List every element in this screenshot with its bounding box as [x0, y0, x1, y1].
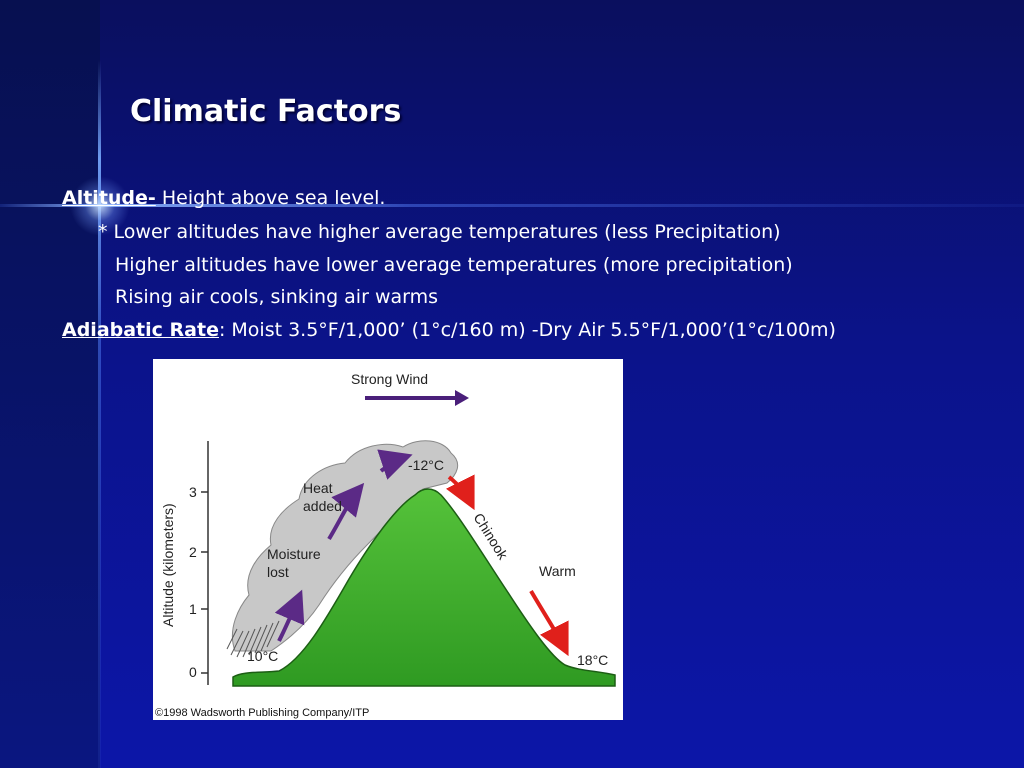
y-tick-label-3: 3 [189, 484, 197, 500]
vertical-accent-line [98, 60, 101, 768]
bullet-lower-altitudes: * Lower altitudes have higher average te… [98, 221, 781, 243]
rising-arrow-middle [327, 482, 365, 541]
y-tick-label-0: 0 [189, 664, 197, 680]
moisture-label-line1: Moisture [267, 546, 321, 562]
left-band-decoration [0, 0, 100, 768]
bullet-rising-air: Rising air cools, sinking air warms [115, 286, 439, 308]
altitude-definition: Height above sea level. [155, 187, 386, 209]
leeward-temperature: 18°C [577, 652, 608, 668]
altitude-line: Altitude- Height above sea level. [62, 187, 385, 209]
y-tick-label-2: 2 [189, 544, 197, 560]
altitude-term: Altitude- [62, 187, 156, 209]
descending-arrow-upper [445, 474, 475, 511]
slide-title: Climatic Factors [130, 94, 402, 129]
adiabatic-term: Adiabatic Rate [62, 319, 219, 341]
chinook-diagram: Strong Wind 0 1 2 3 Altitude (kilometers… [153, 359, 623, 720]
heat-label-line2: added [303, 498, 342, 514]
mountain [232, 488, 616, 687]
base-temperature: 10°C [247, 648, 278, 664]
y-axis-label: Altitude (kilometers) [160, 503, 176, 627]
rising-arrow-upper [377, 449, 413, 480]
moisture-label-line2: lost [267, 564, 289, 580]
chinook-diagram-svg: Strong Wind 0 1 2 3 Altitude (kilometers… [155, 371, 616, 719]
rain-streaks [226, 620, 280, 658]
warm-label: Warm [539, 563, 576, 579]
rising-arrow-lower [274, 589, 305, 642]
horizontal-accent-line [0, 204, 1024, 207]
y-tick-label-1: 1 [189, 601, 197, 617]
bullet-higher-altitudes: Higher altitudes have lower average temp… [115, 254, 793, 276]
wind-arrow-head [455, 390, 469, 406]
adiabatic-definition: : Moist 3.5°F/1,000’ (1°c/160 m) -Dry Ai… [218, 319, 836, 341]
light-flare [70, 176, 130, 236]
adiabatic-line: Adiabatic Rate: Moist 3.5°F/1,000’ (1°c/… [62, 319, 836, 341]
wind-label: Strong Wind [351, 371, 428, 387]
heat-label-line1: Heat [303, 480, 333, 496]
copyright-note: ©1998 Wadsworth Publishing Company/ITP [155, 707, 369, 719]
descending-arrow-lower [529, 589, 569, 657]
peak-temperature: -12°C [408, 457, 444, 473]
